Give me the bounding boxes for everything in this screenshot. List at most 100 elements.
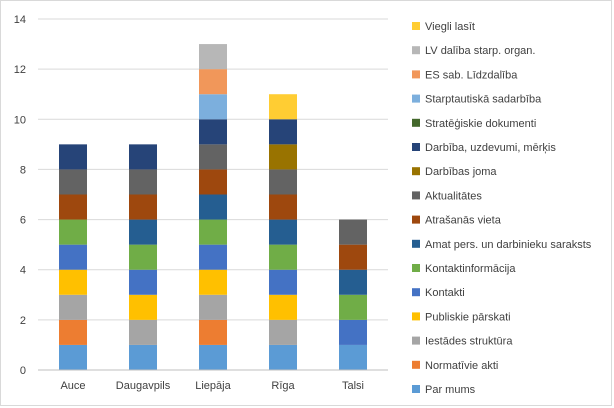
legend-label: Darbības joma <box>425 166 497 178</box>
legend-label: Atrašanās vieta <box>425 215 502 227</box>
bar-segment <box>199 169 227 195</box>
y-tick-label: 4 <box>20 265 26 277</box>
bar-segment <box>339 269 367 295</box>
bar-segment <box>199 269 227 295</box>
bar-segment <box>59 194 87 220</box>
legend-swatch <box>412 239 420 248</box>
legend-item: Darbības joma <box>412 166 497 178</box>
bar-segment <box>199 244 227 270</box>
legend-label: Kontaktinformācija <box>425 263 516 275</box>
bar-segment <box>199 319 227 345</box>
bar-segment <box>129 344 157 370</box>
bar-segment <box>199 44 227 70</box>
bar-segment <box>129 269 157 295</box>
legend-swatch <box>412 118 420 127</box>
bar-segment <box>199 294 227 320</box>
bars <box>59 44 367 370</box>
legend-swatch <box>412 46 420 55</box>
bar-segment <box>199 194 227 220</box>
bar-segment <box>59 269 87 295</box>
legend-label: Aktualitātes <box>425 190 482 202</box>
legend-swatch <box>412 385 420 393</box>
bar-segment <box>269 94 297 120</box>
legend-label: Kontakti <box>425 287 465 299</box>
x-category-label: Daugavpils <box>116 380 171 392</box>
bar-segment <box>339 344 367 370</box>
legend-label: Publiskie pārskati <box>425 311 511 323</box>
bar-segment <box>59 294 87 320</box>
legend-label: Starptautiskā sadarbība <box>425 94 542 106</box>
bar-segment <box>339 294 367 320</box>
legend-label: Viegli lasīt <box>425 21 475 33</box>
bar-segment <box>269 169 297 195</box>
bar-segment <box>269 344 297 370</box>
bar-segment <box>269 194 297 220</box>
x-category-label: Rīga <box>271 380 295 392</box>
legend-item: Aktualitātes <box>412 190 482 202</box>
legend-item: ES sab. Līdzdalība <box>412 69 518 81</box>
legend-item: Amat pers. un darbinieku saraksts <box>412 239 592 251</box>
legend-swatch <box>412 360 420 369</box>
legend-item: Publiskie pārskati <box>412 311 511 323</box>
bar-segment <box>339 219 367 245</box>
legend-label: Stratēģiskie dokumenti <box>425 117 536 130</box>
bar-segment <box>129 219 157 245</box>
legend-swatch <box>412 264 420 272</box>
legend-item: Darbība, uzdevumi, mērķis <box>412 142 556 154</box>
legend-swatch <box>412 288 420 297</box>
bar-segment <box>199 69 227 95</box>
y-tick-label: 14 <box>14 14 26 26</box>
bar-segment <box>199 144 227 170</box>
bar-segment <box>59 144 87 170</box>
legend-item: Starptautiskā sadarbība <box>412 94 542 106</box>
legend-item: Normatīvie akti <box>412 360 498 372</box>
bar-segment <box>269 219 297 245</box>
bar-segment <box>59 169 87 195</box>
bar-segment <box>129 319 157 345</box>
bar-segment <box>199 344 227 370</box>
legend-label: ES sab. Līdzdalība <box>425 69 518 81</box>
bar-segment <box>129 194 157 220</box>
legend-swatch <box>412 191 420 200</box>
bar-segment <box>59 344 87 370</box>
x-category-label: Liepāja <box>195 380 231 392</box>
y-tick-label: 12 <box>14 64 26 76</box>
legend-item: LV dalība starp. organ. <box>412 45 535 57</box>
bar-segment <box>59 244 87 270</box>
legend-swatch <box>412 215 420 224</box>
legend-label: Darbība, uzdevumi, mērķis <box>425 142 556 154</box>
bar-segment <box>339 244 367 270</box>
bar-segment <box>129 169 157 195</box>
x-axis-categories: Auce Daugavpils Liepāja Rīga Talsi <box>60 380 364 392</box>
y-tick-label: 0 <box>20 365 26 377</box>
y-tick-label: 8 <box>20 164 26 176</box>
legend-item: Atrašanās vieta <box>412 215 502 227</box>
bar-segment <box>339 319 367 345</box>
legend-label: Amat pers. un darbinieku saraksts <box>425 239 592 251</box>
bar-segment <box>269 144 297 170</box>
legend-item: Kontaktinformācija <box>412 263 516 275</box>
legend-label: Par mums <box>425 384 476 396</box>
x-category-label: Talsi <box>342 380 364 392</box>
y-tick-label: 10 <box>14 114 26 126</box>
legend-item: Stratēģiskie dokumenti <box>412 117 536 130</box>
legend: Par mums Normatīvie akti Iestādes struktūr… <box>412 21 592 396</box>
legend-swatch <box>412 167 420 176</box>
legend-item: Viegli lasīt <box>412 21 475 33</box>
legend-label: LV dalība starp. organ. <box>425 45 535 57</box>
legend-swatch <box>412 70 420 79</box>
y-tick-label: 2 <box>20 315 26 327</box>
bar-segment <box>129 144 157 170</box>
legend-label: Iestādes struktūra <box>425 336 513 348</box>
bar-segment <box>269 269 297 295</box>
bar-segment <box>129 294 157 320</box>
bar-segment <box>269 319 297 345</box>
bar-segment <box>269 244 297 270</box>
legend-swatch <box>412 143 420 151</box>
legend-item: Kontakti <box>412 287 465 299</box>
bar-segment <box>269 294 297 320</box>
legend-label: Normatīvie akti <box>425 360 498 372</box>
bar-segment <box>199 119 227 145</box>
